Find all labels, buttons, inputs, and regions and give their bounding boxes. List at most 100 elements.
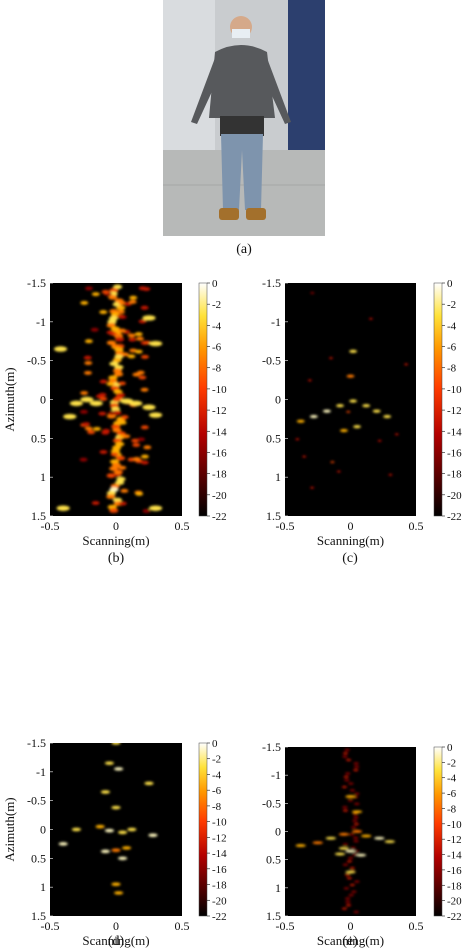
colorbar-tick-label: -8 bbox=[447, 363, 457, 375]
heatmap-cell bbox=[347, 856, 354, 860]
heatmap-cell bbox=[115, 441, 125, 447]
heatmap-cell bbox=[132, 457, 141, 461]
heatmap-cell bbox=[353, 768, 359, 772]
heatmap-cell bbox=[79, 409, 88, 414]
heatmap-cell bbox=[117, 856, 128, 861]
heatmap-cell bbox=[104, 761, 115, 765]
colorbar-tick-label: -2 bbox=[212, 754, 221, 766]
heatmap-cell bbox=[117, 830, 128, 835]
y-tick-label: 0 bbox=[40, 393, 46, 407]
heatmap-cell bbox=[149, 412, 163, 418]
heatmap-cell bbox=[109, 487, 119, 492]
heatmap-cell bbox=[140, 305, 149, 310]
colorbar-tick-label: 0 bbox=[447, 278, 453, 290]
heatmap-cell bbox=[120, 488, 129, 493]
heatmap-cell bbox=[106, 330, 115, 335]
heatmap-cell bbox=[121, 846, 132, 850]
heatmap-cell bbox=[135, 491, 144, 496]
heatmap-cell bbox=[106, 413, 117, 419]
heatmap-cell bbox=[108, 295, 118, 300]
heatmap-cell bbox=[110, 385, 120, 391]
heatmap-cell bbox=[346, 410, 351, 413]
y-tick-label: 1.5 bbox=[266, 509, 281, 523]
colorbar-tick-label: -4 bbox=[447, 320, 457, 332]
heatmap-cell bbox=[99, 396, 108, 401]
heatmap-panel-b: -1.5-1-0.500.511.5-0.5 0 0.5Scanning(m)Azi… bbox=[2, 276, 227, 566]
caption-e: (e) bbox=[342, 934, 358, 949]
heatmap-cell bbox=[116, 476, 126, 482]
heatmap-cell bbox=[110, 326, 120, 332]
heatmap-cell bbox=[342, 863, 349, 866]
y-tick-label: 0.5 bbox=[266, 853, 281, 867]
heatmap-cell bbox=[127, 354, 136, 359]
heatmap-cell bbox=[107, 504, 117, 510]
heatmap-cell bbox=[329, 357, 333, 360]
heatmap-cell bbox=[351, 830, 363, 833]
heatmap-cell bbox=[140, 387, 149, 392]
y-tick-label: 0 bbox=[275, 393, 281, 407]
colorbar-tick-label: -8 bbox=[212, 801, 222, 813]
heatmap-cell bbox=[114, 767, 124, 771]
colorbar-tick-label: -22 bbox=[447, 911, 462, 923]
heatmap-cell bbox=[71, 827, 82, 832]
heatmap-cell bbox=[353, 839, 359, 843]
colorbar-tick-label: -10 bbox=[212, 384, 227, 396]
colorbar-tick-label: -20 bbox=[212, 490, 227, 502]
heatmap-cell bbox=[345, 849, 356, 853]
y-tick-label: -1 bbox=[271, 768, 281, 782]
heatmap-cell bbox=[129, 400, 143, 407]
colorbar-tick-label: 0 bbox=[447, 742, 453, 754]
heatmap-cell bbox=[109, 459, 120, 464]
heatmap-cell bbox=[99, 310, 108, 315]
y-tick-label: 0 bbox=[40, 823, 46, 837]
heatmap-cell bbox=[118, 420, 127, 425]
heatmap-cell bbox=[354, 880, 360, 883]
heatmap-cell bbox=[109, 403, 119, 409]
heatmap-cell bbox=[353, 816, 359, 819]
colorbar-tick-label: -16 bbox=[212, 447, 227, 459]
colorbar-tick-label: -6 bbox=[447, 342, 457, 354]
heatmap-cell bbox=[106, 490, 117, 496]
heatmap-cell bbox=[388, 473, 393, 476]
colorbar-tick-label: -16 bbox=[447, 447, 462, 459]
heatmap-cell bbox=[110, 448, 121, 454]
heatmap-intensity bbox=[295, 292, 409, 489]
colorbar-tick-label: -2 bbox=[212, 299, 221, 311]
heatmap-cell bbox=[149, 505, 163, 511]
heatmap-cell bbox=[142, 315, 156, 321]
y-tick-label: -1 bbox=[36, 765, 46, 779]
heatmap-cell bbox=[346, 860, 353, 863]
x-tick-label: 0.5 bbox=[409, 919, 424, 933]
heatmap-cell bbox=[349, 349, 358, 353]
heatmap-cell bbox=[118, 328, 127, 333]
heatmap-cell bbox=[95, 824, 105, 829]
heatmap-intensity bbox=[58, 743, 158, 895]
heatmap-cell bbox=[106, 382, 115, 387]
colorbar-tick-label: -12 bbox=[447, 834, 462, 846]
heatmap-cell bbox=[330, 461, 335, 464]
heatmap-cell bbox=[112, 397, 121, 402]
colorbar-tick-label: -14 bbox=[212, 848, 227, 860]
heatmap-cell bbox=[344, 748, 350, 751]
heatmap-cell bbox=[114, 354, 124, 360]
heatmap-cell bbox=[345, 900, 351, 904]
heatmap-cell bbox=[345, 795, 356, 798]
heatmap-cell bbox=[100, 849, 111, 854]
heatmap-cell bbox=[109, 288, 119, 293]
heatmap-cell bbox=[368, 317, 373, 320]
heatmap-cell bbox=[140, 460, 149, 465]
heatmap-cell bbox=[82, 422, 91, 427]
colorbar-tick-label: -14 bbox=[447, 426, 462, 438]
heatmap-cell bbox=[104, 828, 115, 833]
colorbar bbox=[198, 282, 208, 517]
heatmap-cell bbox=[353, 765, 360, 768]
heatmap-cell bbox=[383, 415, 392, 419]
heatmap-cell bbox=[352, 812, 358, 816]
heatmap-cell bbox=[111, 424, 121, 430]
heatmap-cell bbox=[112, 284, 123, 290]
colorbar-tick-label: -10 bbox=[447, 819, 462, 831]
heatmap-cell bbox=[138, 319, 147, 324]
heatmap-cell bbox=[114, 364, 124, 370]
heatmap-cell bbox=[112, 445, 122, 450]
x-tick-label: 0 bbox=[113, 519, 119, 533]
